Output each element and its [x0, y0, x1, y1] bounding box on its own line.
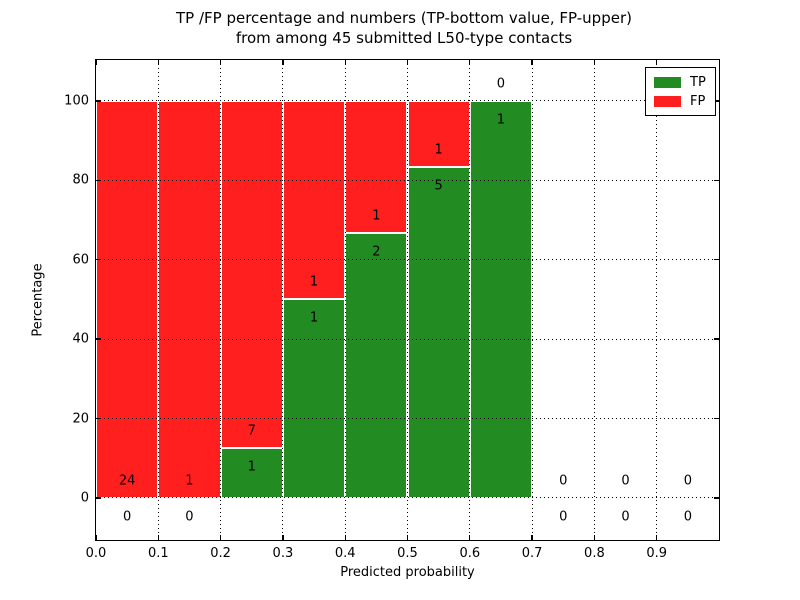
- y-tick-label: 0: [80, 490, 89, 506]
- y-tick-label: 40: [72, 331, 89, 347]
- y-tick-label: 100: [64, 93, 89, 109]
- x-tick-label: 0.2: [210, 546, 231, 561]
- x-tick-label: 0.7: [521, 546, 543, 561]
- x-tick-label: 0.9: [646, 546, 668, 561]
- x-tick-label: 0.4: [334, 546, 356, 561]
- y-axis-label: Percentage: [30, 263, 46, 337]
- fp-color-swatch: [654, 96, 681, 107]
- y-tick-label: 60: [72, 252, 89, 268]
- legend-label-fp: FP: [690, 94, 706, 109]
- legend: TP FP: [645, 67, 716, 116]
- y-tick-label: 20: [72, 411, 89, 426]
- x-tick-label: 0.6: [459, 546, 481, 561]
- y-tick-label: 80: [72, 172, 89, 188]
- tp-color-swatch: [654, 77, 681, 88]
- chart-title-line1: TP /FP percentage and numbers (TP-bottom…: [176, 9, 632, 27]
- legend-item-fp: FP: [646, 92, 715, 111]
- x-tick-label: 0.0: [85, 546, 107, 561]
- x-axis-label: Predicted probability: [340, 565, 475, 580]
- chart-title-line2: from among 45 submitted L50-type contact…: [235, 29, 573, 47]
- legend-label-tp: TP: [690, 75, 706, 90]
- x-tick-label: 0.1: [147, 546, 169, 561]
- legend-item-tp: TP: [646, 73, 715, 92]
- x-tick-label: 0.3: [272, 546, 294, 561]
- plot-area: [95, 59, 720, 541]
- x-tick-label: 0.5: [397, 546, 418, 561]
- x-tick-label: 0.8: [584, 546, 605, 561]
